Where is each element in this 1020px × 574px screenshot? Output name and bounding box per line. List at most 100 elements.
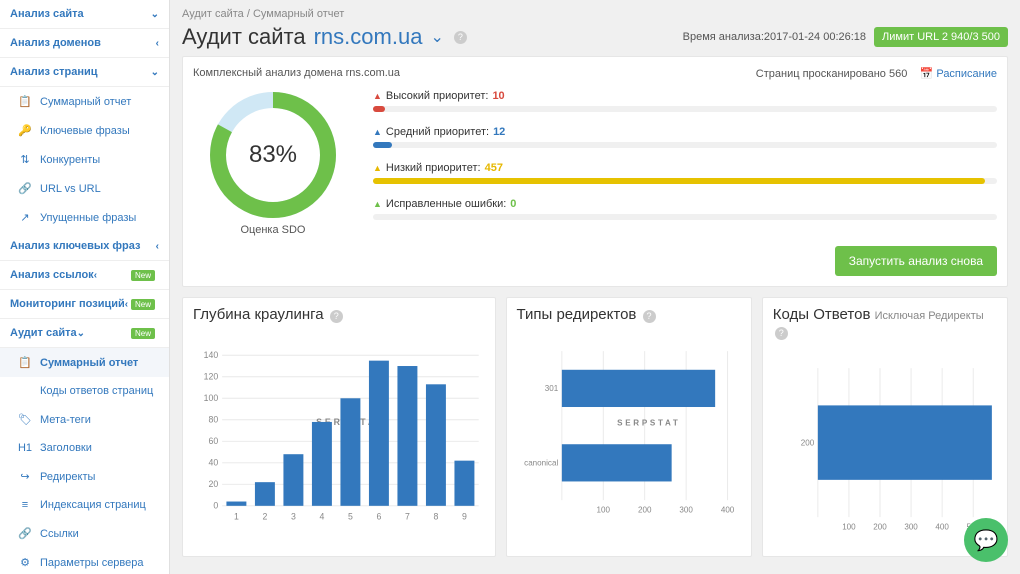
- sdo-percent: 83%: [249, 141, 297, 169]
- svg-text:400: 400: [720, 506, 734, 515]
- nav-item-label: Конкуренты: [40, 154, 100, 166]
- svg-text:200: 200: [638, 506, 652, 515]
- nav-item-icon: 🔑: [18, 124, 32, 137]
- svg-text:2: 2: [262, 511, 267, 521]
- nav-item-label: Упущенные фразы: [40, 212, 136, 224]
- svg-text:100: 100: [596, 506, 610, 515]
- svg-text:3: 3: [291, 511, 296, 521]
- svg-text:0: 0: [213, 501, 218, 511]
- nav-item-label: URL vs URL: [40, 183, 101, 195]
- svg-text:9: 9: [462, 511, 467, 521]
- nav-item[interactable]: ⇅ Конкуренты: [0, 145, 169, 174]
- redirect-types-panel: Типы редиректов ? 100 200 300 400 SERPSTAT 30…: [506, 297, 752, 557]
- nav-item[interactable]: ≡Индексация страниц: [0, 491, 169, 519]
- response-codes-title: Коды Ответов: [773, 306, 871, 323]
- analysis-time-label: Время анализа:2017-01-24 00:26:18: [683, 31, 866, 43]
- domain-name[interactable]: rns.com.ua: [314, 24, 423, 50]
- priority-row: ▲Высокий приоритет: 10: [373, 90, 997, 112]
- svg-text:8: 8: [434, 511, 439, 521]
- help-icon[interactable]: ?: [775, 327, 788, 340]
- svg-text:300: 300: [904, 523, 918, 532]
- svg-text:4: 4: [319, 511, 324, 521]
- nav-item[interactable]: 🔗Ссылки: [0, 519, 169, 548]
- crawl-depth-panel: Глубина краулинга ? 020406080100120140SE…: [182, 297, 496, 557]
- nav-item-icon: 📋: [18, 356, 32, 369]
- help-icon[interactable]: ?: [330, 310, 343, 323]
- nav-section[interactable]: Анализ ключевых фраз‹: [0, 232, 169, 261]
- nav-item-icon: 🏷: [18, 413, 32, 426]
- schedule-link[interactable]: Расписание: [936, 68, 997, 80]
- nav-item[interactable]: 🔗 URL vs URL: [0, 174, 169, 203]
- page-header: Аудит сайта rns.com.ua ⌄ ? Время анализа…: [182, 24, 1008, 50]
- nav-item-icon: ≡: [18, 499, 32, 511]
- nav-item-icon: ⇅: [18, 153, 32, 166]
- nav-item-icon: H1: [18, 442, 32, 454]
- nav-item-icon: 🔗: [18, 182, 32, 195]
- svg-text:300: 300: [679, 506, 693, 515]
- domain-dropdown-icon[interactable]: ⌄: [430, 27, 443, 47]
- analysis-description: Комплексный анализ домена rns.com.ua: [193, 67, 400, 80]
- nav-item-label: Мета-теги: [40, 414, 91, 426]
- nav-item[interactable]: H1 Заголовки: [0, 434, 169, 462]
- response-codes-subtitle: Исключая Редиректы: [875, 310, 984, 322]
- nav-section[interactable]: Аудит сайта⌄: [0, 319, 169, 348]
- chat-widget-icon[interactable]: 💬: [964, 518, 1008, 562]
- svg-text:140: 140: [204, 350, 219, 360]
- redirect-types-title: Типы редиректов: [517, 306, 637, 323]
- run-analysis-button[interactable]: Запустить анализ снова: [835, 246, 997, 276]
- svg-text:200: 200: [801, 438, 815, 447]
- svg-text:5: 5: [348, 511, 353, 521]
- priority-row: ▲Средний приоритет: 12: [373, 126, 997, 148]
- svg-text:SERPSTAT: SERPSTAT: [617, 419, 680, 428]
- nav-section[interactable]: Анализ ссылок‹: [0, 261, 169, 290]
- svg-text:60: 60: [209, 436, 219, 446]
- help-icon[interactable]: ?: [454, 31, 467, 44]
- nav-item[interactable]: ↪ Редиректы: [0, 462, 169, 491]
- summary-panel: Комплексный анализ домена rns.com.ua Стр…: [182, 56, 1008, 287]
- nav-item[interactable]: Коды ответов страниц: [0, 377, 169, 405]
- nav-item-label: Редиректы: [40, 471, 95, 483]
- nav-item[interactable]: ↗ Упущенные фразы: [0, 203, 169, 232]
- sidebar: Анализ сайта⌄Анализ доменов‹Анализ стран…: [0, 0, 170, 574]
- nav-item-label: Ключевые фразы: [40, 125, 130, 137]
- svg-text:40: 40: [209, 458, 219, 468]
- nav-section[interactable]: Анализ доменов‹: [0, 29, 169, 58]
- nav-item-label: Ссылки: [40, 528, 79, 540]
- svg-text:80: 80: [209, 415, 219, 425]
- nav-item[interactable]: 📋 Суммарный отчет: [0, 348, 169, 377]
- priority-row: ▲Низкий приоритет: 457: [373, 162, 997, 184]
- nav-item-label: Заголовки: [40, 442, 92, 454]
- svg-text:120: 120: [204, 372, 219, 382]
- nav-item-icon: 📋: [18, 95, 32, 108]
- nav-item-label: Суммарный отчет: [40, 96, 131, 108]
- svg-text:301: 301: [544, 384, 558, 393]
- svg-text:100: 100: [842, 523, 856, 532]
- nav-item[interactable]: 🔑 Ключевые фразы: [0, 116, 169, 145]
- svg-text:100: 100: [204, 393, 219, 403]
- help-icon[interactable]: ?: [643, 310, 656, 323]
- main-content: Аудит сайта / Суммарный отчет Аудит сайт…: [170, 0, 1020, 574]
- url-limit-badge: Лимит URL 2 940/3 500: [874, 27, 1008, 47]
- nav-item[interactable]: 🏷 Мета-теги: [0, 405, 169, 434]
- response-codes-panel: Коды Ответов Исключая Редиректы ? 100 200…: [762, 297, 1008, 557]
- nav-item-label: Суммарный отчет: [40, 357, 138, 369]
- svg-text:1: 1: [234, 511, 239, 521]
- svg-text:6: 6: [376, 511, 381, 521]
- nav-item[interactable]: ⚙Параметры сервера: [0, 548, 169, 574]
- svg-text:7: 7: [405, 511, 410, 521]
- nav-section[interactable]: Анализ страниц⌄: [0, 58, 169, 87]
- sdo-score-donut: 83% Оценка SDO: [193, 90, 353, 236]
- svg-text:canonical: canonical: [524, 459, 558, 468]
- sdo-label: Оценка SDO: [241, 224, 306, 236]
- nav-item-label: Коды ответов страниц: [40, 385, 153, 397]
- crawl-depth-title: Глубина краулинга: [193, 306, 324, 323]
- nav-item[interactable]: 📋 Суммарный отчет: [0, 87, 169, 116]
- nav-section[interactable]: Анализ сайта⌄: [0, 0, 169, 29]
- nav-item-icon: ↗: [18, 211, 32, 224]
- priority-row: ▲Исправленные ошибки: 0: [373, 198, 997, 220]
- nav-section[interactable]: Мониторинг позиций‹: [0, 290, 169, 319]
- nav-item-icon: ↪: [18, 470, 32, 483]
- svg-text:400: 400: [935, 523, 949, 532]
- nav-item-label: Параметры сервера: [40, 557, 144, 569]
- svg-text:20: 20: [209, 479, 219, 489]
